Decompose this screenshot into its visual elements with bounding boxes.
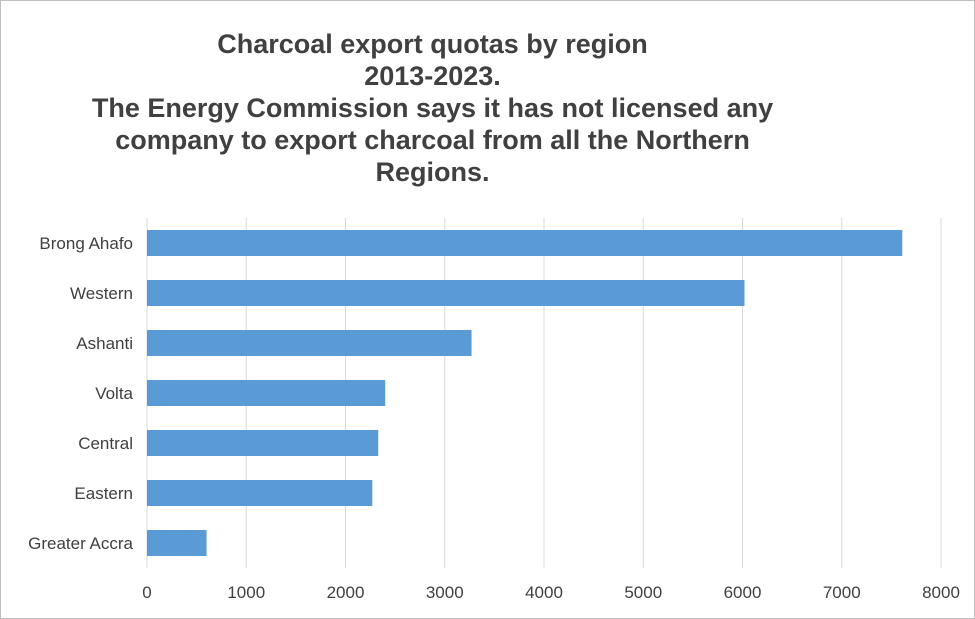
category-label: Ashanti bbox=[76, 334, 133, 353]
x-tick-label: 4000 bbox=[525, 583, 563, 602]
category-label: Greater Accra bbox=[28, 534, 133, 553]
x-tick-label: 6000 bbox=[724, 583, 762, 602]
category-label: Western bbox=[70, 284, 133, 303]
bar bbox=[147, 430, 379, 456]
bar bbox=[147, 230, 903, 256]
gridlines bbox=[146, 218, 942, 568]
chart-title-line-5: Regions. bbox=[375, 157, 490, 187]
chart-title-line-1: Charcoal export quotas by region bbox=[217, 29, 648, 59]
x-tick-label: 3000 bbox=[426, 583, 464, 602]
x-tick-label: 2000 bbox=[327, 583, 365, 602]
chart-title-line-3: The Energy Commission says it has not li… bbox=[91, 93, 774, 123]
category-label: Volta bbox=[95, 384, 133, 403]
category-label: Eastern bbox=[74, 484, 133, 503]
category-label: Central bbox=[78, 434, 133, 453]
chart-title: Charcoal export quotas by region 2013-20… bbox=[0, 28, 865, 188]
x-tick-label: 8000 bbox=[922, 583, 960, 602]
bar bbox=[147, 330, 472, 356]
chart-title-line-4: company to export charcoal from all the … bbox=[115, 125, 750, 155]
bar bbox=[147, 480, 373, 506]
category-label: Brong Ahafo bbox=[39, 234, 133, 253]
x-tick-label: 5000 bbox=[624, 583, 662, 602]
bar bbox=[147, 530, 207, 556]
x-axis-tick-labels: 0 1000 2000 3000 4000 5000 6000 7000 8000 bbox=[142, 583, 960, 602]
x-tick-label: 7000 bbox=[823, 583, 861, 602]
bar bbox=[147, 280, 745, 306]
bar bbox=[147, 380, 386, 406]
chart-title-line-2: 2013-2023. bbox=[364, 61, 501, 91]
x-tick-label: 1000 bbox=[227, 583, 265, 602]
category-labels: Brong Ahafo Western Ashanti Volta Central Eas… bbox=[28, 234, 133, 553]
x-tick-label: 0 bbox=[142, 583, 151, 602]
bars bbox=[147, 230, 903, 556]
